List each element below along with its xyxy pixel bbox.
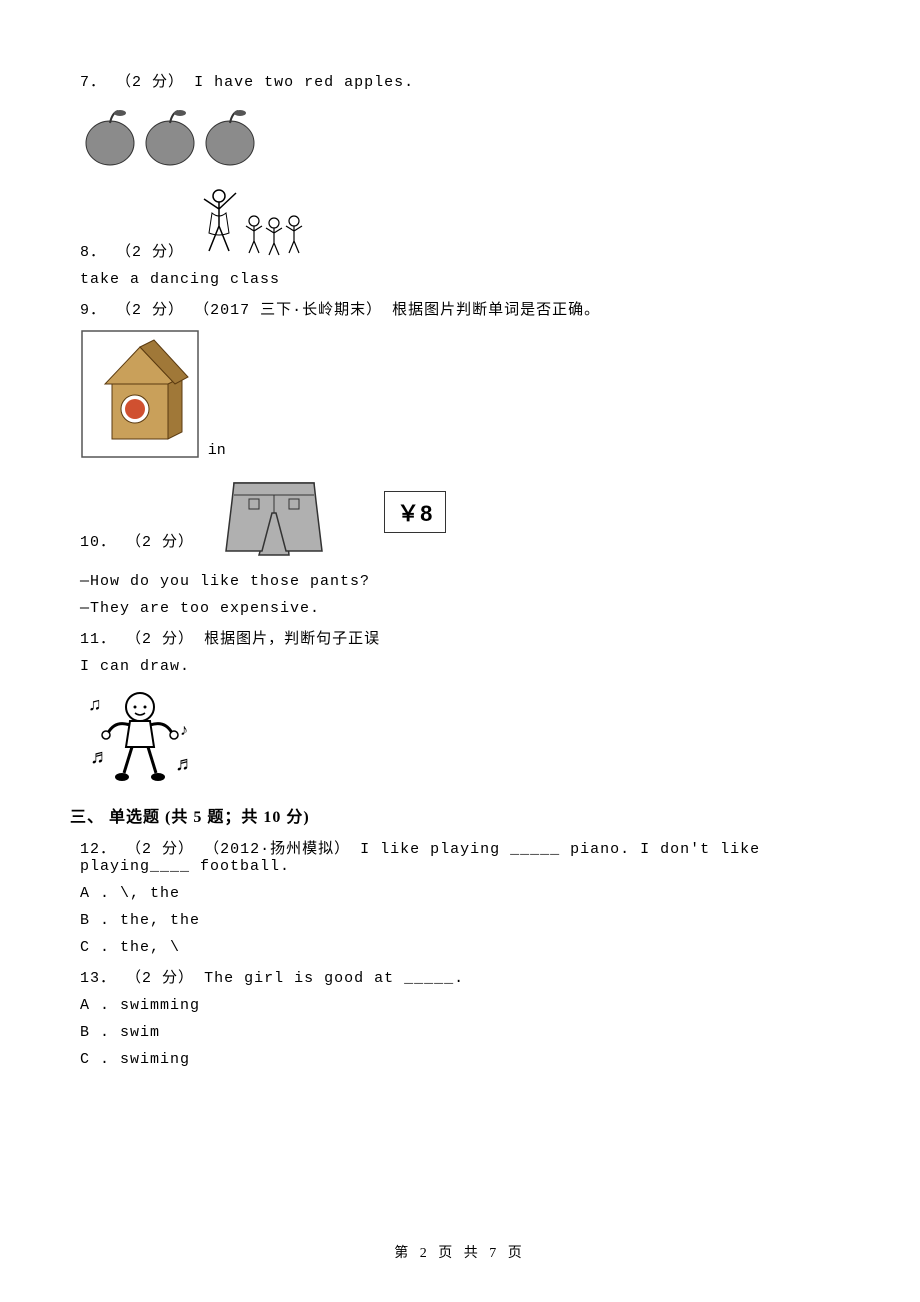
q11-instr: 根据图片，判断句子正误 xyxy=(204,631,380,648)
q10-number: 10． xyxy=(80,534,116,551)
q13-option-c: C . swiming xyxy=(70,1051,850,1068)
q12-option-a: A . \, the xyxy=(70,885,850,902)
q12-option-b: B . the, the xyxy=(70,912,850,929)
q13-text: The girl is good at _____. xyxy=(204,970,464,987)
pants-icon xyxy=(204,473,344,563)
dancing-class-icon xyxy=(194,181,324,261)
q11-image: ♫ ♪ ♬ ♬ xyxy=(80,685,850,785)
q9-label: in xyxy=(204,442,226,459)
q8-number: 8． xyxy=(80,244,106,261)
question-7-line: 7． （2 分） I have two red apples. xyxy=(70,70,850,91)
section-3-title: 三、 单选题 (共 5 题；共 10 分) xyxy=(70,803,850,827)
question-8-line: 8． （2 分） xyxy=(70,181,850,261)
q12-option-c: C . the, \ xyxy=(70,939,850,956)
question-13-line: 13． （2 分） The girl is good at _____. xyxy=(70,966,850,987)
apples-icon xyxy=(80,101,260,171)
question-12-line: 12． （2 分） （2012·扬州模拟） I like playing ___… xyxy=(70,837,850,875)
svg-text:♬: ♬ xyxy=(175,753,195,775)
question-11-line: 11． （2 分） 根据图片，判断句子正误 xyxy=(70,627,850,648)
q9-score: （2 分） xyxy=(116,302,184,319)
page-body: 7． （2 分） I have two red apples. 8． xyxy=(0,0,920,1068)
q10-line2: —They are too expensive. xyxy=(70,600,850,617)
q12-number: 12． xyxy=(80,841,116,858)
svg-text:♪: ♪ xyxy=(180,722,188,739)
q12-source: （2012·扬州模拟） xyxy=(204,841,350,858)
q8-score: （2 分） xyxy=(116,244,184,261)
q9-image: in xyxy=(80,329,850,459)
price-tag: ￥8 xyxy=(384,491,446,533)
svg-text:♬: ♬ xyxy=(90,746,110,768)
question-9-line: 9． （2 分） （2017 三下·长岭期末） 根据图片判断单词是否正确。 xyxy=(70,298,850,319)
page-footer: 第 2 页 共 7 页 xyxy=(0,1242,920,1262)
q9-number: 9． xyxy=(80,302,106,319)
q10-score: （2 分） xyxy=(126,534,194,551)
q9-text: 根据图片判断单词是否正确。 xyxy=(392,302,600,319)
q8-caption: take a dancing class xyxy=(70,271,850,288)
q10-line1: —How do you like those pants? xyxy=(70,573,850,590)
q13-option-b: B . swim xyxy=(70,1024,850,1041)
svg-text:♫: ♫ xyxy=(88,694,102,714)
q13-number: 13． xyxy=(80,970,116,987)
q13-option-a: A . swimming xyxy=(70,997,850,1014)
q12-score: （2 分） xyxy=(126,841,194,858)
question-10-line: 10． （2 分） ￥8 xyxy=(70,473,850,563)
q11-text: I can draw. xyxy=(70,658,850,675)
q9-source: （2017 三下·长岭期末） xyxy=(194,302,382,319)
q7-score: （2 分） xyxy=(116,74,184,91)
q11-number: 11． xyxy=(80,631,116,648)
q11-score: （2 分） xyxy=(126,631,194,648)
house-box-icon xyxy=(80,329,200,459)
q13-score: （2 分） xyxy=(126,970,194,987)
dancing-boy-icon: ♫ ♪ ♬ ♬ xyxy=(80,685,210,785)
q7-number: 7． xyxy=(80,74,106,91)
q7-text: I have two red apples. xyxy=(194,74,414,91)
q7-image xyxy=(80,101,850,171)
